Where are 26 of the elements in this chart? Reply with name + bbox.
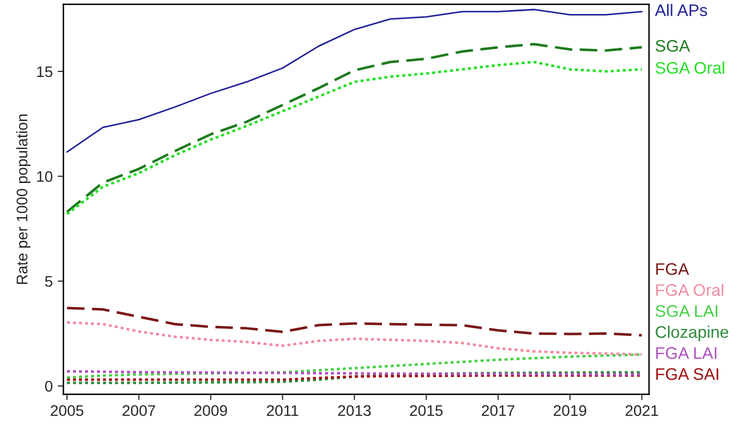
series-label: FGA SAI: [656, 368, 718, 380]
x-tick-label: 2019: [554, 405, 586, 416]
y-tick-label: 10: [37, 171, 52, 182]
text: FGA: [656, 263, 690, 275]
text: SGA LAI: [656, 305, 718, 317]
x-tick-label: 2011: [266, 405, 298, 416]
x-tick-label: 2007: [122, 405, 156, 416]
line-series: [66, 8, 643, 153]
y-tick-label: 15: [37, 66, 52, 78]
x-tick-label: 2009: [194, 405, 227, 416]
x-tick-label: 2015: [410, 405, 443, 416]
text: Clozapine: [656, 326, 728, 342]
series-label: All APs: [654, 4, 708, 16]
series-label: SGA: [656, 40, 690, 52]
line-series: [66, 306, 644, 336]
text: FGA Oral: [656, 284, 724, 296]
line-series: [66, 321, 644, 356]
x-tick-label: 2005: [50, 405, 84, 416]
x-tick-label: 2021: [626, 405, 658, 416]
x-tick-label: 2013: [338, 405, 371, 416]
y-axis-title: Rate per 1000 population: [16, 114, 30, 284]
y-tick-label: 0: [45, 380, 52, 392]
series-label: FGA LAI: [656, 347, 716, 359]
y-tick-label: 5: [45, 276, 52, 287]
series-label: SGA Oral: [656, 62, 724, 74]
x-tick-label: 2017: [482, 405, 514, 416]
